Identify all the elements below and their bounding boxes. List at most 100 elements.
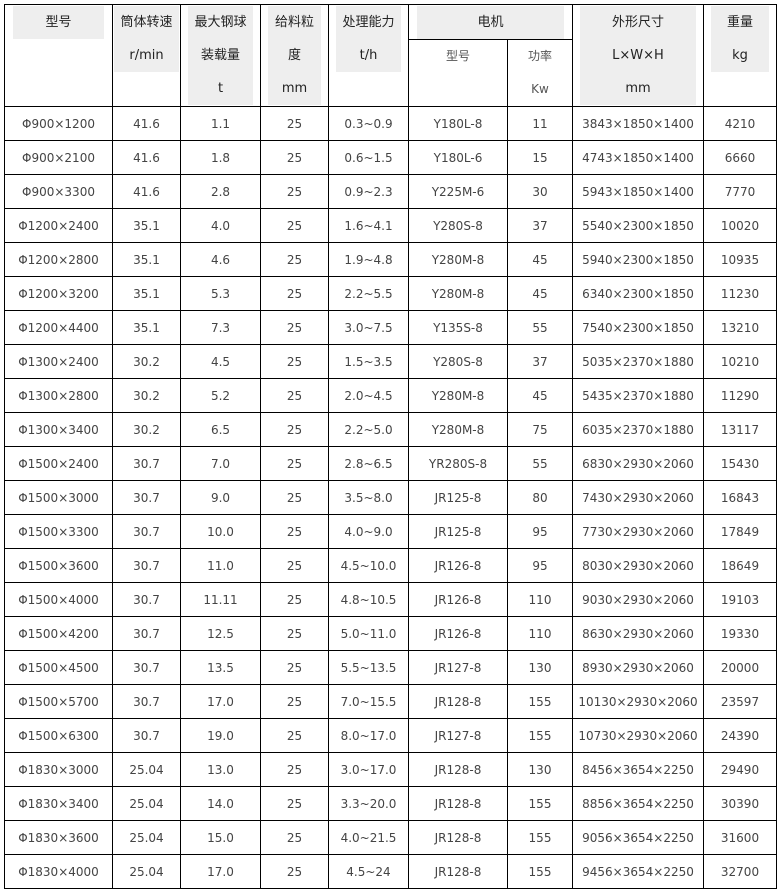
cell-ball-load: 15.0 — [180, 820, 261, 855]
cell-ball-load: 10.0 — [180, 514, 261, 549]
cell-motor-model: JR128-8 — [408, 786, 508, 821]
cell-feed-size: 25 — [260, 616, 329, 651]
cell-capacity: 3.0~17.0 — [328, 752, 409, 787]
cell-weight: 10020 — [703, 208, 777, 243]
cell-capacity: 4.0~9.0 — [328, 514, 409, 549]
cell-speed: 30.7 — [112, 616, 181, 651]
header-text: L×W×H — [612, 48, 664, 63]
cell-motor-power: 37 — [507, 208, 573, 243]
cell-ball-load: 6.5 — [180, 412, 261, 447]
table-row: Φ1830×3000 25.04 13.0 25 3.0~17.0 JR128-8 130 8… — [4, 752, 777, 787]
cell-ball-load: 7.0 — [180, 446, 261, 481]
table-row: Φ1300×3400 30.2 6.5 25 2.2~5.0 Y280M-8 75 6035×… — [4, 412, 777, 447]
cell-capacity: 1.9~4.8 — [328, 242, 409, 277]
cell-dimensions: 6340×2300×1850 — [572, 276, 704, 311]
cell-speed: 41.6 — [112, 106, 181, 141]
cell-weight: 17849 — [703, 514, 777, 549]
cell-speed: 30.7 — [112, 480, 181, 515]
cell-ball-load: 4.5 — [180, 344, 261, 379]
cell-motor-power: 55 — [507, 446, 573, 481]
header-unit: Kw — [531, 82, 549, 96]
cell-weight: 19330 — [703, 616, 777, 651]
header-unit: mm — [625, 81, 651, 96]
cell-speed: 30.2 — [112, 378, 181, 413]
cell-ball-load: 14.0 — [180, 786, 261, 821]
cell-speed: 35.1 — [112, 310, 181, 345]
cell-motor-power: 45 — [507, 276, 573, 311]
cell-weight: 15430 — [703, 446, 777, 481]
cell-capacity: 4.5~24 — [328, 854, 409, 889]
cell-speed: 25.04 — [112, 854, 181, 889]
table-row: Φ1500×4000 30.7 11.11 25 4.8~10.5 JR126-8 110 9… — [4, 582, 777, 617]
cell-capacity: 0.3~0.9 — [328, 106, 409, 141]
cell-speed: 30.7 — [112, 446, 181, 481]
cell-feed-size: 25 — [260, 548, 329, 583]
cell-model: Φ1500×4500 — [4, 650, 113, 685]
cell-dimensions: 8930×2930×2060 — [572, 650, 704, 685]
cell-speed: 30.7 — [112, 514, 181, 549]
cell-motor-model: Y180L-6 — [408, 140, 508, 175]
cell-feed-size: 25 — [260, 140, 329, 175]
cell-capacity: 5.0~11.0 — [328, 616, 409, 651]
cell-weight: 32700 — [703, 854, 777, 889]
table-row: Φ1500×4500 30.7 13.5 25 5.5~13.5 JR127-8 130 89… — [4, 650, 777, 685]
cell-motor-model: JR125-8 — [408, 480, 508, 515]
cell-model: Φ1500×4000 — [4, 582, 113, 617]
cell-model: Φ1830×3000 — [4, 752, 113, 787]
cell-motor-power: 110 — [507, 582, 573, 617]
cell-motor-power: 130 — [507, 650, 573, 685]
cell-ball-load: 1.1 — [180, 106, 261, 141]
cell-feed-size: 25 — [260, 786, 329, 821]
cell-weight: 6660 — [703, 140, 777, 175]
header-text: 装载量 — [200, 48, 240, 63]
cell-motor-model: Y280M-8 — [408, 378, 508, 413]
cell-model: Φ1500×3300 — [4, 514, 113, 549]
header-feed-size: 给料粒度 mm — [260, 4, 329, 107]
cell-speed: 30.7 — [112, 684, 181, 719]
header-unit: t — [217, 81, 224, 96]
cell-motor-power: 155 — [507, 684, 573, 719]
header-text: 功率 — [527, 49, 552, 63]
cell-weight: 29490 — [703, 752, 777, 787]
cell-capacity: 3.3~20.0 — [328, 786, 409, 821]
cell-motor-power: 55 — [507, 310, 573, 345]
cell-speed: 41.6 — [112, 140, 181, 175]
table-row: Φ1200×2800 35.1 4.6 25 1.9~4.8 Y280M-8 45 5940×… — [4, 242, 777, 277]
cell-model: Φ900×2100 — [4, 140, 113, 175]
table-row: Φ1830×3600 25.04 15.0 25 4.0~21.5 JR128-8 155 9… — [4, 820, 777, 855]
cell-capacity: 4.8~10.5 — [328, 582, 409, 617]
cell-weight: 20000 — [703, 650, 777, 685]
cell-motor-model: JR128-8 — [408, 854, 508, 889]
cell-dimensions: 9030×2930×2060 — [572, 582, 704, 617]
cell-motor-model: Y135S-8 — [408, 310, 508, 345]
cell-motor-model: JR128-8 — [408, 820, 508, 855]
header-text: 重量 — [726, 15, 753, 30]
cell-feed-size: 25 — [260, 310, 329, 345]
cell-weight: 24390 — [703, 718, 777, 753]
cell-motor-model: JR126-8 — [408, 616, 508, 651]
cell-model: Φ1500×3000 — [4, 480, 113, 515]
cell-motor-power: 110 — [507, 616, 573, 651]
cell-dimensions: 5540×2300×1850 — [572, 208, 704, 243]
cell-motor-model: Y280M-8 — [408, 412, 508, 447]
table-row: Φ1200×3200 35.1 5.3 25 2.2~5.5 Y280M-8 45 6340×… — [4, 276, 777, 311]
cell-feed-size: 25 — [260, 344, 329, 379]
cell-dimensions: 7430×2930×2060 — [572, 480, 704, 515]
table-row: Φ1300×2800 30.2 5.2 25 2.0~4.5 Y280M-8 45 5435×… — [4, 378, 777, 413]
cell-model: Φ1200×2800 — [4, 242, 113, 277]
cell-motor-power: 15 — [507, 140, 573, 175]
cell-motor-power: 80 — [507, 480, 573, 515]
header-speed: 筒体转速 r/min — [112, 4, 181, 107]
cell-dimensions: 6035×2370×1880 — [572, 412, 704, 447]
header-unit: kg — [732, 48, 748, 63]
cell-motor-model: Y280M-8 — [408, 276, 508, 311]
cell-dimensions: 7730×2930×2060 — [572, 514, 704, 549]
header-text: 型号 — [445, 49, 470, 63]
cell-feed-size: 25 — [260, 412, 329, 447]
table-row: Φ1500×3000 30.7 9.0 25 3.5~8.0 JR125-8 80 7430×… — [4, 480, 777, 515]
table-row: Φ1500×4200 30.7 12.5 25 5.0~11.0 JR126-8 110 86… — [4, 616, 777, 651]
cell-motor-power: 11 — [507, 106, 573, 141]
header-motor: 电机 — [408, 4, 573, 40]
cell-capacity: 4.0~21.5 — [328, 820, 409, 855]
cell-dimensions: 6830×2930×2060 — [572, 446, 704, 481]
